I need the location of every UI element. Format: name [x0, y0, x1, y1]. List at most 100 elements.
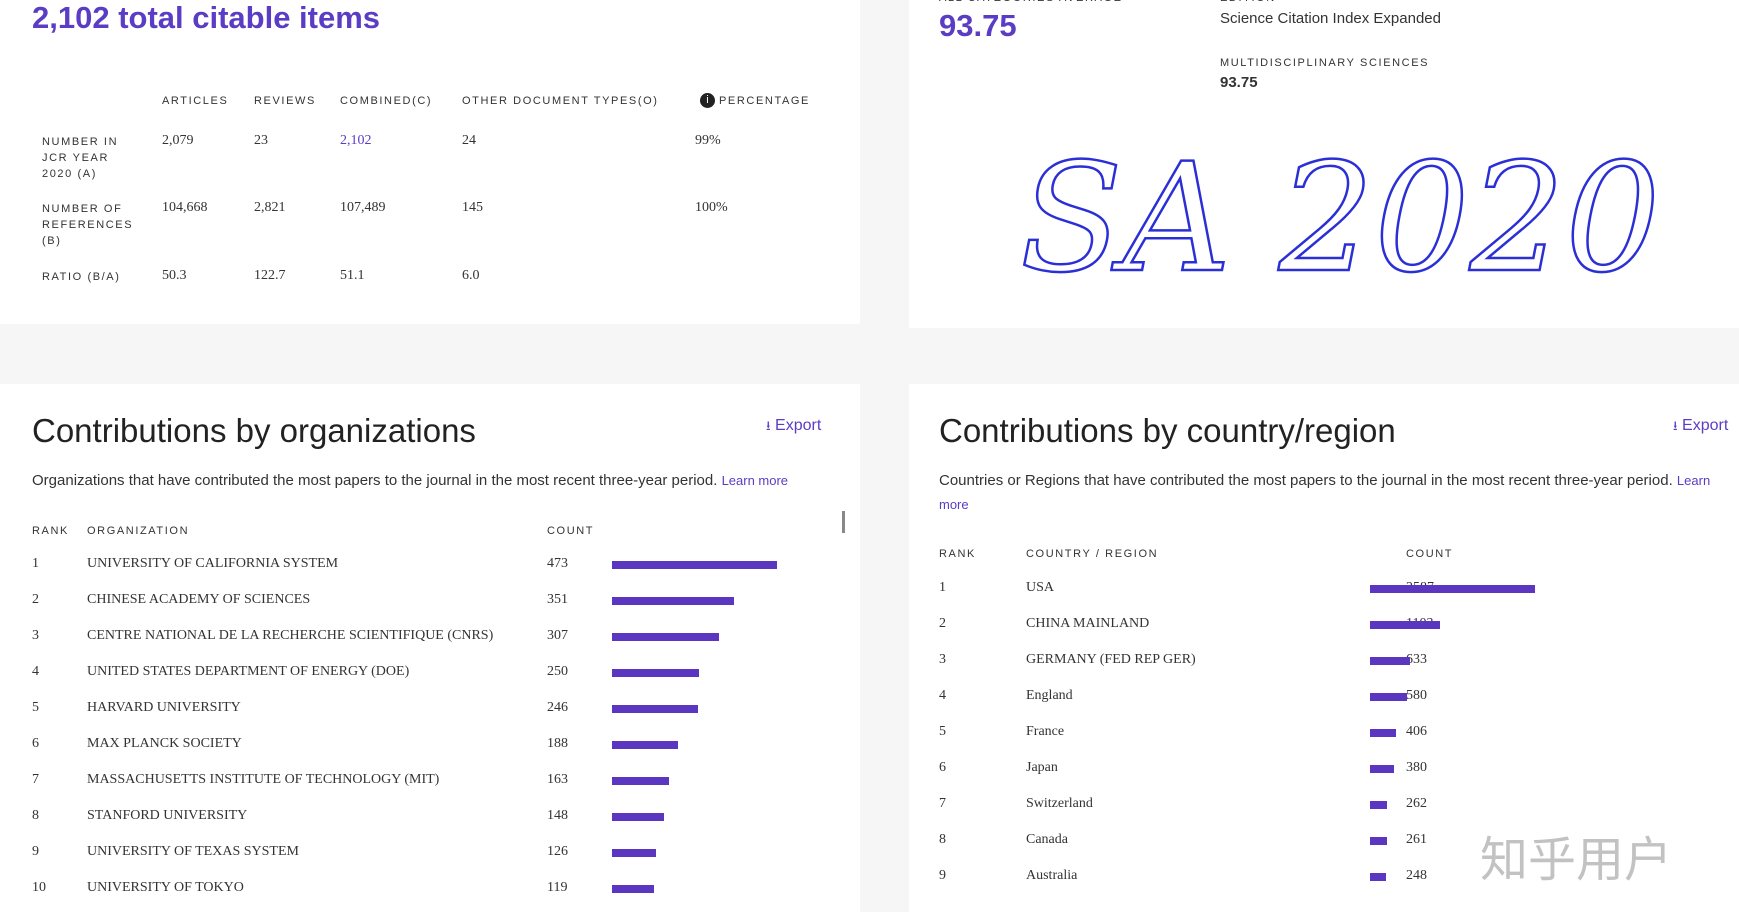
watermark: 知乎用户	[1480, 832, 1673, 888]
bar	[1370, 657, 1411, 665]
row-name: UNIVERSITY OF TEXAS SYSTEM	[87, 844, 299, 859]
bar	[612, 741, 678, 749]
row-name: USA	[1026, 580, 1055, 595]
export-label[interactable]: Export	[775, 417, 822, 434]
rank: 2	[32, 592, 39, 607]
count: 307	[547, 628, 568, 643]
row-name: GERMANY (FED REP GER)	[1026, 652, 1196, 667]
section-title: Contributions by country/region	[939, 412, 1396, 449]
row-name: CHINA MAINLAND	[1026, 616, 1150, 631]
bar	[1370, 585, 1535, 593]
rank: 9	[939, 868, 946, 883]
rank: 3	[939, 652, 946, 667]
rank: 1	[32, 556, 39, 571]
section-title: Contributions by organizations	[32, 412, 476, 449]
count: 406	[1406, 724, 1427, 739]
count: 148	[547, 808, 568, 823]
rank: 9	[32, 844, 39, 859]
count: 262	[1406, 796, 1427, 811]
row-label: RATIO (B/A)	[42, 271, 121, 283]
learn-more-link[interactable]: Learn more	[721, 473, 789, 488]
table-cell: 2,821	[254, 200, 286, 215]
rank: 8	[939, 832, 946, 847]
row-name: CENTRE NATIONAL DE LA RECHERCHE SCIENTIF…	[87, 628, 494, 643]
bar	[612, 849, 656, 857]
edition-value: Science Citation Index Expanded	[1220, 10, 1441, 27]
citable-title: 2,102 total citable items	[32, 0, 381, 35]
rank: 6	[32, 736, 39, 751]
column-header: ORGANIZATION	[87, 525, 190, 537]
description-text: Countries or Regions that have contribut…	[939, 472, 1673, 489]
description: Organizations that have contributed the …	[32, 469, 842, 493]
count: 119	[547, 880, 568, 895]
bar	[612, 597, 735, 605]
rank: 7	[32, 772, 39, 787]
export-button[interactable]: ⭳ Export	[1673, 417, 1729, 434]
table-cell: 104,668	[162, 200, 208, 215]
handwriting-layer: SA 2020	[1019, 131, 1662, 300]
country-panel	[909, 384, 1739, 912]
table-cell: 50.3	[162, 268, 187, 283]
row-name: UNITED STATES DEPARTMENT OF ENERGY (DOE)	[87, 664, 410, 679]
description: Countries or Regions that have contribut…	[939, 469, 1739, 517]
category-label: MULTIDISCIPLINARY SCIENCES	[1220, 57, 1430, 69]
count: 473	[547, 556, 568, 571]
bar	[1370, 765, 1395, 773]
bar	[612, 777, 669, 785]
handwriting: SA 2020	[1020, 132, 1661, 300]
table-cell: 24	[462, 133, 476, 148]
bar	[612, 669, 700, 677]
row-name: UNIVERSITY OF CALIFORNIA SYSTEM	[87, 556, 339, 571]
count: 188	[547, 736, 568, 751]
row-name: Japan	[1026, 760, 1058, 775]
average-value: 93.75	[939, 8, 1017, 43]
column-header: COUNT	[1406, 548, 1454, 560]
count: 351	[547, 592, 568, 607]
rank: 4	[939, 688, 946, 703]
count: 248	[1406, 868, 1427, 883]
row-name: Australia	[1026, 868, 1078, 883]
category-value: 93.75	[1220, 74, 1258, 91]
row-name: MAX PLANCK SOCIETY	[87, 736, 242, 751]
table-cell[interactable]: 2,102	[340, 133, 372, 148]
edition-label: EDITION	[1220, 0, 1276, 4]
count: 380	[1406, 760, 1427, 775]
learn-more-link[interactable]: Learn more	[939, 473, 1711, 512]
table-cell: 107,489	[340, 200, 386, 215]
row-label: NUMBER IN JCR YEAR 2020 (A)	[42, 136, 119, 180]
row-name: UNIVERSITY OF TOKYO	[87, 880, 244, 895]
scrollbar	[842, 511, 845, 533]
row-name: MASSACHUSETTS INSTITUTE OF TECHNOLOGY (M…	[87, 772, 440, 787]
bar	[612, 633, 720, 641]
table-cell: 99%	[695, 133, 721, 148]
count: 163	[547, 772, 568, 787]
table-cell: 6.0	[462, 268, 480, 283]
column-header: RANK	[32, 525, 69, 537]
bar	[1370, 729, 1396, 737]
rank: 4	[32, 664, 39, 679]
bar	[1370, 621, 1441, 629]
row-name: France	[1026, 724, 1065, 739]
table-cell: 100%	[695, 200, 728, 215]
export-label[interactable]: Export	[1682, 417, 1729, 434]
row-name: CHINESE ACADEMY OF SCIENCES	[87, 592, 311, 607]
bar	[1370, 837, 1387, 845]
bar	[1370, 873, 1386, 881]
table-cell: 122.7	[254, 268, 286, 283]
rank: 10	[32, 880, 46, 895]
table-cell: 2,079	[162, 133, 194, 148]
rank: 7	[939, 796, 946, 811]
rank: 6	[939, 760, 946, 775]
count: 633	[1406, 652, 1427, 667]
export-button[interactable]: ⭳ Export	[766, 417, 822, 434]
rank: 2	[939, 616, 946, 631]
description-text: Organizations that have contributed the …	[32, 472, 718, 489]
bar	[612, 885, 654, 893]
bar	[1370, 801, 1387, 809]
row-label: NUMBER OF REFERENCES (B)	[42, 203, 134, 247]
row-name: Switzerland	[1026, 796, 1093, 811]
column-header: REVIEWS	[254, 95, 316, 107]
count: 580	[1406, 688, 1427, 703]
column-header: ARTICLES	[162, 95, 229, 107]
rank: 1	[939, 580, 946, 595]
